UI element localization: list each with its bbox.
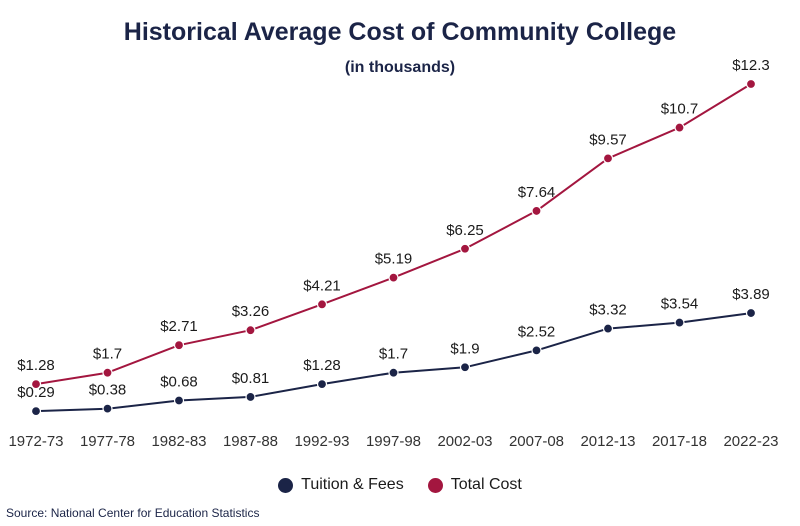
data-label-total-cost: $6.25 [446,222,484,239]
x-tick-label: 2022-23 [723,433,778,450]
data-point-tuition-fees [459,362,471,373]
data-label-tuition-fees: $3.54 [661,296,699,313]
data-point-tuition-fees [531,345,542,356]
x-tick-label: 1977-78 [80,433,135,450]
x-tick-label: 1997-98 [366,433,421,450]
data-point-total-cost [602,153,614,164]
x-tick-label: 1987-88 [223,433,278,450]
data-point-tuition-fees [316,379,328,390]
data-point-total-cost [316,299,328,310]
legend-item-tuition-fees[interactable]: Tuition & Fees [278,476,404,494]
x-tick-label: 1992-93 [294,433,349,450]
data-label-total-cost: $1.28 [17,357,55,374]
data-point-total-cost [173,340,185,351]
data-label-tuition-fees: $3.89 [732,286,770,303]
chart-subtitle: (in thousands) [344,59,456,76]
x-tick-label: 2017-18 [652,433,707,450]
data-point-tuition-fees [602,323,614,334]
legend-item-total-cost[interactable]: Total Cost [427,476,522,494]
data-point-total-cost [674,122,685,133]
line-chart: 1972-73 1977-78 1982-83 1987-88 1992-93 1997-… [8,57,778,450]
series-line-total-cost [35,83,752,386]
data-point-total-cost [531,205,542,217]
data-point-tuition-fees [173,395,185,406]
x-tick-label: 2002-03 [437,433,492,450]
data-label-total-cost: $1.7 [93,346,122,363]
chart-legend: Tuition & Fees Total Cost [0,476,800,494]
data-point-tuition-fees [674,317,685,328]
chart-title: Historical Average Cost of Community Col… [123,18,677,46]
data-label-tuition-fees: $3.32 [589,302,627,319]
data-point-tuition-fees [245,391,256,403]
data-label-total-cost: $7.64 [518,184,556,201]
data-label-tuition-fees: $2.52 [518,323,556,340]
data-label-total-cost: $3.26 [232,303,270,320]
data-point-total-cost [745,78,757,90]
data-label-tuition-fees: $0.68 [160,373,198,390]
data-label-tuition-fees: $1.28 [303,357,341,374]
x-tick-label: 2007-08 [509,433,564,450]
data-point-tuition-fees [102,403,113,414]
x-tick-label: 2012-13 [580,433,635,450]
data-point-total-cost [459,243,471,254]
data-label-tuition-fees: $0.29 [17,384,55,401]
x-tick-label: 1982-83 [151,433,206,450]
data-point-tuition-fees [30,406,42,417]
data-label-total-cost: $9.57 [589,131,627,148]
x-tick-label: 1972-73 [8,433,63,450]
legend-marker-total-cost [427,477,443,493]
legend-label-total-cost: Total Cost [450,476,522,493]
data-label-tuition-fees: $1.7 [379,346,408,363]
data-label-total-cost: $4.21 [303,277,341,294]
source-note: Source: National Center for Education St… [6,506,260,520]
legend-label-tuition-fees: Tuition & Fees [301,476,404,493]
data-label-tuition-fees: $0.38 [89,382,127,399]
data-point-tuition-fees [745,307,757,319]
data-label-tuition-fees: $1.9 [450,340,479,357]
legend-marker-tuition-fees [278,477,294,493]
data-point-total-cost [245,325,256,336]
data-label-total-cost: $5.19 [375,251,413,268]
data-point-tuition-fees [388,367,399,378]
data-point-total-cost [30,379,42,390]
data-point-total-cost [102,367,113,378]
data-point-total-cost [388,272,399,283]
data-label-total-cost: $10.7 [661,101,699,118]
data-label-tuition-fees: $0.81 [232,370,270,387]
data-label-total-cost: $2.71 [160,318,198,335]
data-label-total-cost: $12.3 [732,57,770,74]
